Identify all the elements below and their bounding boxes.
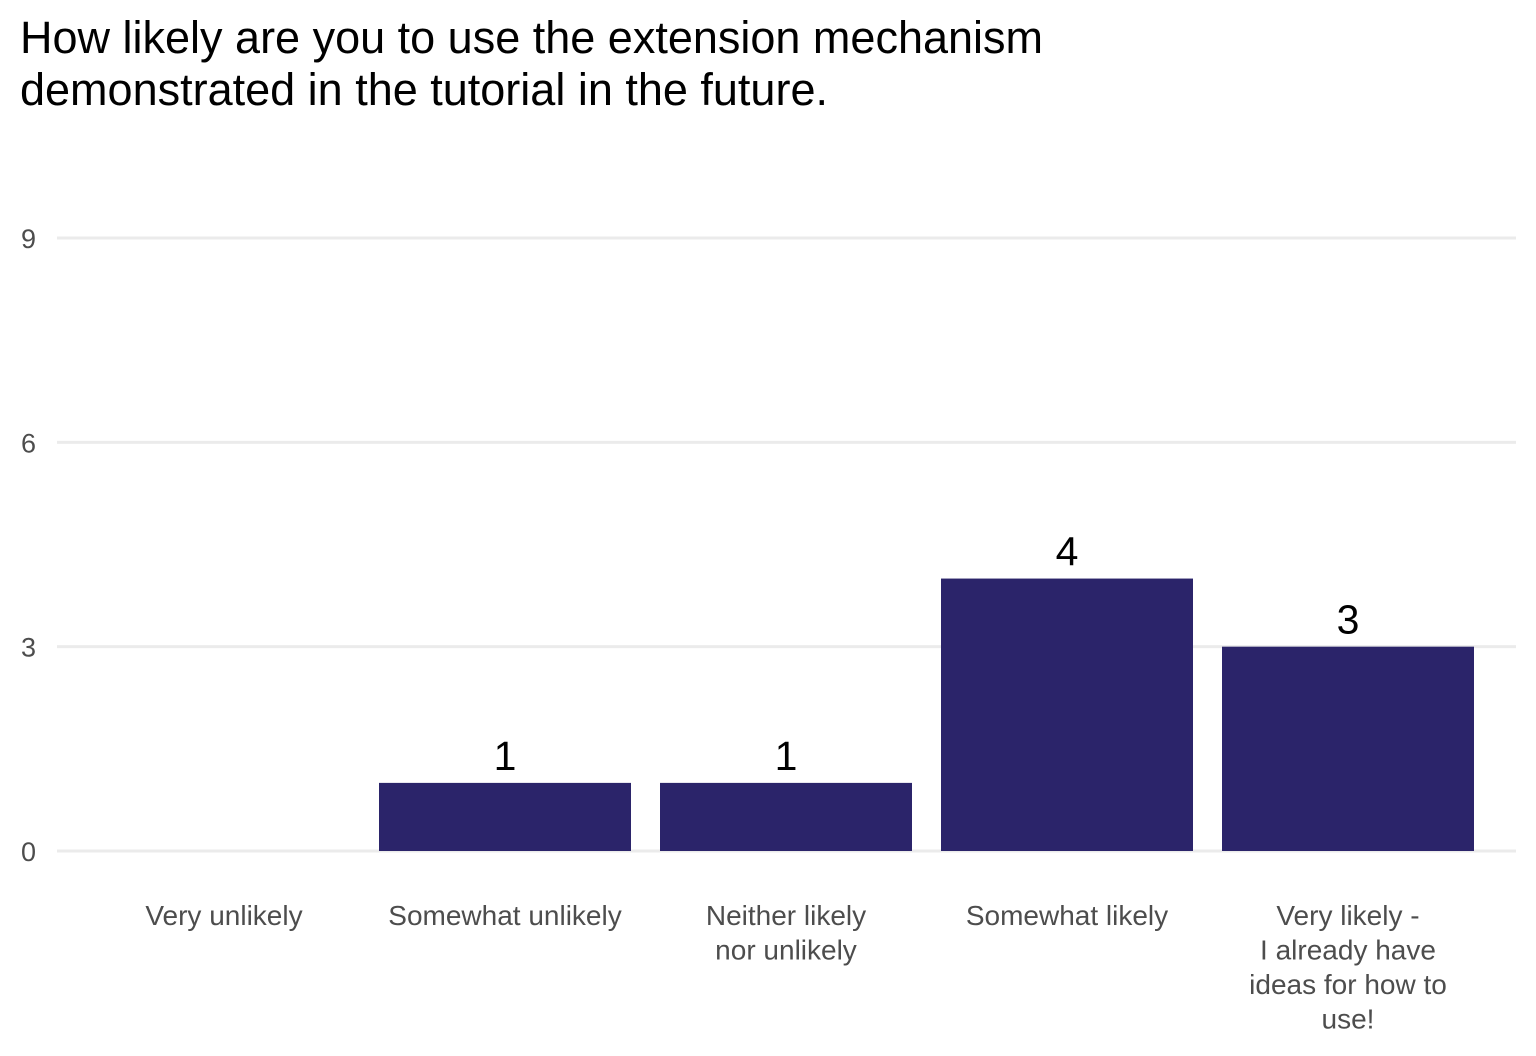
bar: [379, 782, 631, 851]
x-tick-label: Very unlikely: [145, 900, 302, 931]
y-tick-label: 9: [21, 224, 36, 254]
chart-title-line-1: How likely are you to use the extension …: [20, 12, 1044, 63]
x-tick-label: Somewhat unlikely: [388, 900, 621, 931]
y-axis: 0 3 6 9: [21, 224, 36, 867]
x-tick-label: Somewhat likely: [966, 900, 1168, 931]
data-label: 1: [494, 733, 517, 779]
bar: [1222, 646, 1474, 851]
y-tick-label: 3: [21, 633, 36, 663]
data-label: 3: [1337, 597, 1360, 643]
bar: [660, 782, 912, 851]
data-label: 1: [775, 733, 798, 779]
data-label: 4: [1056, 529, 1079, 575]
chart-title: How likely are you to use the extension …: [20, 12, 1420, 116]
data-labels: 1 1 4 3: [494, 529, 1360, 779]
x-tick-label: Neither likely nor unlikely: [706, 900, 866, 966]
chart-title-line-2: demonstrated in the tutorial in the futu…: [20, 64, 828, 115]
x-tick-label: Very likely -I already have ideas for how…: [1249, 900, 1447, 1035]
x-axis: Very unlikely Somewhat unlikely Neither li…: [145, 900, 1446, 1035]
y-tick-label: 0: [21, 837, 36, 867]
bar: [941, 578, 1193, 851]
y-tick-label: 6: [21, 428, 36, 458]
bars: [379, 578, 1474, 851]
